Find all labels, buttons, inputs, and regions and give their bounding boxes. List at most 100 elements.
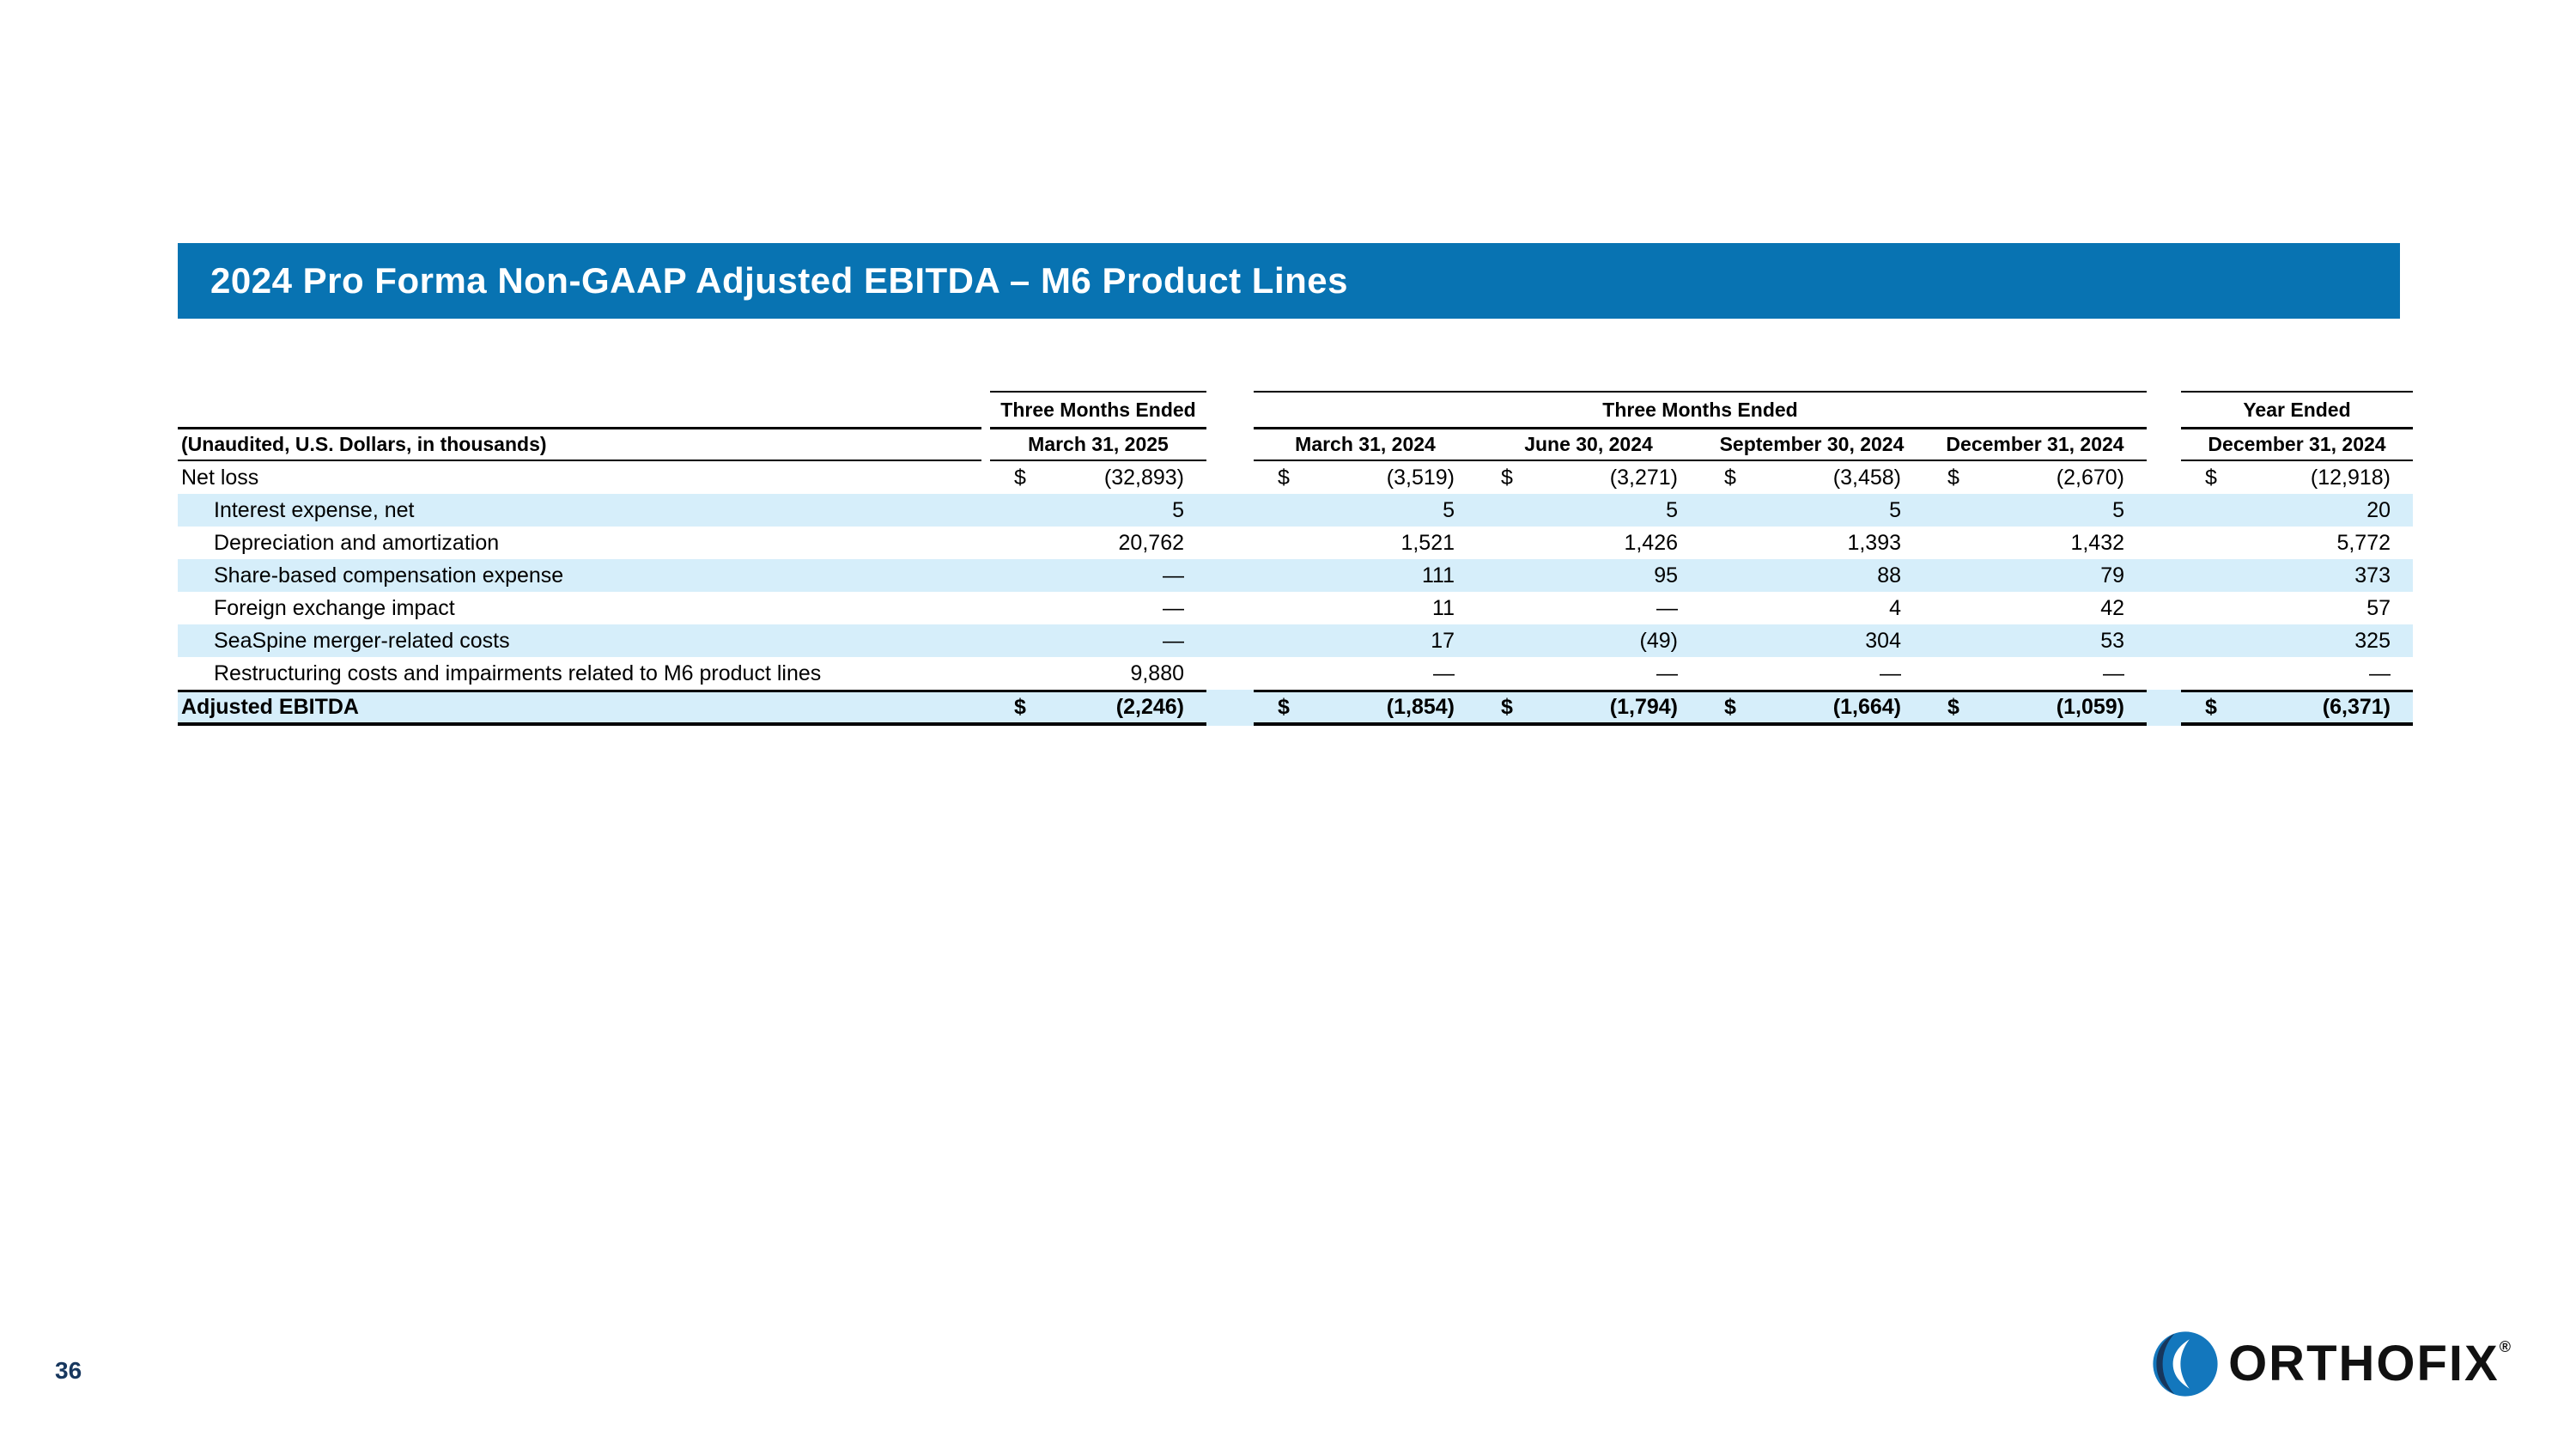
column-gap [2147,461,2181,494]
dollar-sign: $ [1014,695,1026,719]
column-gap [2147,559,2181,592]
cell-value: (3,271) [1609,465,1678,490]
cell-value: 373 [2354,563,2391,588]
value-cell: — [1254,657,1477,690]
column-gap [981,559,990,592]
value-cell: — [1700,657,1923,690]
cell-value: — [2369,661,2391,685]
value-cell: $ (3,519) [1254,461,1477,494]
value-cell: — [1923,657,2147,690]
value-cell: 1,521 [1254,527,1477,559]
value-cell: 5 [1477,494,1700,527]
value-cell: 325 [2181,624,2413,657]
column-gap [2147,494,2181,527]
column-header-year-dec-31-2024: December 31, 2024 [2181,429,2413,461]
orthofix-logo-text: ORTHOFIX [2228,1336,2500,1391]
cell-value: 17 [1431,628,1455,653]
group-header-label-spacer [178,391,981,429]
value-cell: $ (1,059) [1923,690,2147,726]
value-cell: — [990,592,1206,624]
row-label: Depreciation and amortization [214,530,500,555]
cell-value: 4 [1889,595,1901,620]
cell-value: 5,772 [2336,530,2391,555]
column-gap [1206,494,1254,527]
value-cell: 373 [2181,559,2413,592]
dollar-sign: $ [1947,695,1959,719]
row-label: Foreign exchange impact [214,595,455,620]
column-header-sep-30-2024: September 30, 2024 [1700,429,1923,461]
column-gap [981,461,990,494]
value-cell: 11 [1254,592,1477,624]
value-cell: 5 [1700,494,1923,527]
value-cell: $ (3,458) [1700,461,1923,494]
cell-value: (12,918) [2310,465,2391,490]
value-cell: $ (1,794) [1477,690,1700,726]
column-gap [1206,592,1254,624]
column-gap [1206,657,1254,690]
cell-value: 5 [1172,497,1184,522]
dollar-sign: $ [1501,695,1513,719]
cell-value: 5 [1443,497,1455,522]
value-cell: 111 [1254,559,1477,592]
group-header-year-ended: Year Ended [2181,391,2413,429]
cell-value: 11 [1432,595,1455,620]
value-cell: (49) [1477,624,1700,657]
column-gap [981,391,990,429]
cell-value: 20,762 [1118,530,1184,555]
slide-title-bar: 2024 Pro Forma Non-GAAP Adjusted EBITDA … [178,243,2400,319]
value-cell: 17 [1254,624,1477,657]
cell-value: (3,519) [1386,465,1455,490]
cell-value: 57 [2366,595,2391,620]
value-cell: — [1477,592,1700,624]
dollar-sign: $ [1501,465,1513,490]
cell-value: — [1163,563,1184,588]
cell-value: 304 [1865,628,1901,653]
cell-value: 1,521 [1400,530,1455,555]
value-cell: $ (12,918) [2181,461,2413,494]
group-header-quarters-2024: Three Months Ended [1254,391,2147,429]
column-gap [2147,657,2181,690]
cell-value: (1,059) [2056,695,2124,719]
cell-value: 5 [1889,497,1901,522]
column-gap [981,494,990,527]
cell-value: 95 [1654,563,1678,588]
value-cell: 53 [1923,624,2147,657]
row-label: Adjusted EBITDA [178,690,981,726]
column-gap [981,429,990,461]
dollar-sign: $ [1278,695,1290,719]
column-gap [981,690,990,726]
value-cell: $ (3,271) [1477,461,1700,494]
column-gap [981,527,990,559]
financial-table: Three Months Ended Three Months Ended Ye… [178,391,2413,726]
slide-title: 2024 Pro Forma Non-GAAP Adjusted EBITDA … [210,260,1348,301]
cell-value: 111 [1421,563,1455,588]
value-cell: $ (32,893) [990,461,1206,494]
dollar-sign: $ [1724,695,1736,719]
value-cell: 20 [2181,494,2413,527]
orthofix-logo: ORTHOFIX ® [2151,1330,2511,1398]
cell-value: (2,670) [2056,465,2124,490]
value-cell: 5 [990,494,1206,527]
column-gap [1206,690,1254,726]
cell-value: 5 [1666,497,1678,522]
column-header-dec-31-2024: December 31, 2024 [1923,429,2147,461]
value-cell: $ (2,670) [1923,461,2147,494]
column-gap [1206,461,1254,494]
value-cell: $ (6,371) [2181,690,2413,726]
cell-value: 5 [2112,497,2124,522]
value-cell: 4 [1700,592,1923,624]
cell-value: — [1880,661,1901,685]
column-header-jun-30-2024: June 30, 2024 [1477,429,1700,461]
group-header-q1-2025: Three Months Ended [990,391,1206,429]
row-label: Share-based compensation expense [178,559,981,592]
cell-value: 79 [2100,563,2124,588]
cell-value: (6,371) [2322,695,2391,719]
column-gap [1206,624,1254,657]
column-gap [1206,559,1254,592]
cell-value: 325 [2354,628,2391,653]
column-header-mar-31-2024: March 31, 2024 [1254,429,1477,461]
cell-value: 1,393 [1847,530,1901,555]
cell-value: — [2103,661,2124,685]
value-cell: $ (2,246) [990,690,1206,726]
